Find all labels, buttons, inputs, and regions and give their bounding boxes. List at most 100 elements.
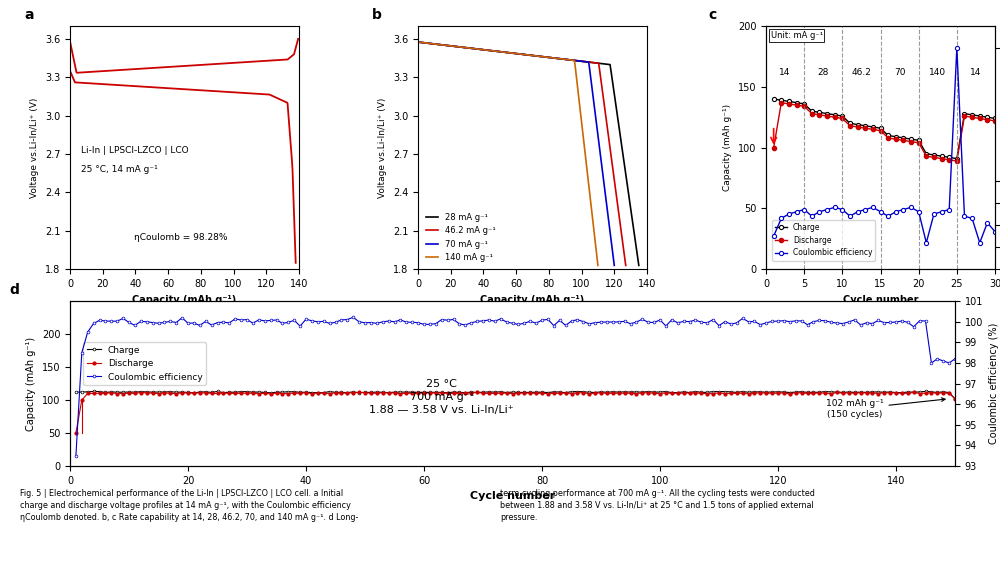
Coulombic efficiency xyxy=(936,208,948,215)
Discharge xyxy=(791,102,803,109)
Text: a: a xyxy=(24,8,34,22)
28 mA g⁻¹ xyxy=(572,57,584,64)
Coulombic efficiency xyxy=(775,215,787,222)
140 mA g⁻¹ xyxy=(525,52,537,59)
Coulombic efficiency xyxy=(981,219,993,226)
46.2 mA g⁻¹ xyxy=(563,56,575,63)
Charge xyxy=(867,123,879,130)
Legend: Charge, Discharge, Coulombic efficiency: Charge, Discharge, Coulombic efficiency xyxy=(83,342,206,385)
Legend: Charge, Discharge, Coulombic efficiency: Charge, Discharge, Coulombic efficiency xyxy=(772,220,875,261)
Discharge xyxy=(798,103,810,110)
Coulombic efficiency xyxy=(571,316,583,323)
Coulombic efficiency xyxy=(859,206,871,213)
Text: c: c xyxy=(709,8,717,22)
Text: 102 mAh g⁻¹
(150 cycles): 102 mAh g⁻¹ (150 cycles) xyxy=(826,398,945,419)
140 mA g⁻¹ xyxy=(543,54,555,61)
70 mA g⁻¹ xyxy=(535,53,547,60)
Charge xyxy=(768,96,780,102)
Coulombic efficiency xyxy=(913,208,925,215)
46.2 mA g⁻¹ xyxy=(562,56,574,63)
Charge xyxy=(920,388,932,395)
140 mA g⁻¹ xyxy=(471,46,483,53)
140 mA g⁻¹ xyxy=(592,262,604,269)
Coulombic efficiency xyxy=(966,215,978,222)
Text: 14: 14 xyxy=(970,68,982,76)
Charge xyxy=(897,134,909,141)
Charge xyxy=(783,98,795,105)
Coulombic efficiency xyxy=(920,239,932,246)
Coulombic efficiency xyxy=(536,317,548,324)
Text: 1.88 — 3.58 V vs. Li-In/Li⁺: 1.88 — 3.58 V vs. Li-In/Li⁺ xyxy=(369,405,514,415)
Coulombic efficiency xyxy=(951,45,963,52)
Charge xyxy=(796,389,808,395)
28 mA g⁻¹ xyxy=(484,47,496,54)
Y-axis label: Capacity (mAh g⁻¹): Capacity (mAh g⁻¹) xyxy=(723,104,732,191)
Coulombic efficiency xyxy=(905,204,917,211)
Discharge xyxy=(566,390,578,397)
28 mA g⁻¹ xyxy=(633,262,645,269)
Y-axis label: Capacity (mAh g⁻¹): Capacity (mAh g⁻¹) xyxy=(26,336,36,431)
Charge xyxy=(678,389,690,395)
Coulombic efficiency xyxy=(897,206,909,213)
46.2 mA g⁻¹ xyxy=(494,48,506,55)
Discharge xyxy=(928,154,940,161)
28 mA g⁻¹ xyxy=(439,42,451,49)
Coulombic efficiency xyxy=(844,212,856,219)
Charge xyxy=(905,135,917,142)
Charge xyxy=(943,154,955,161)
Y-axis label: Voltage vs.Li-In/Li⁺ (V): Voltage vs.Li-In/Li⁺ (V) xyxy=(378,97,387,198)
Charge xyxy=(958,110,970,117)
Coulombic efficiency xyxy=(852,208,864,215)
Coulombic efficiency xyxy=(943,206,955,213)
Text: 14: 14 xyxy=(779,68,791,76)
Discharge xyxy=(989,118,1000,124)
140 mA g⁻¹ xyxy=(542,54,554,61)
Discharge xyxy=(852,123,864,130)
Y-axis label: Coulombic efficiency (%): Coulombic efficiency (%) xyxy=(989,323,999,444)
Text: Li-In | LPSCI-LZCO | LCO: Li-In | LPSCI-LZCO | LCO xyxy=(81,145,189,155)
Coulombic efficiency xyxy=(806,212,818,219)
Text: term cycling performance at 700 mA g⁻¹. All the cycling tests were conducted
bet: term cycling performance at 700 mA g⁻¹. … xyxy=(500,489,815,522)
X-axis label: Cycle number: Cycle number xyxy=(470,492,555,501)
Line: 46.2 mA g⁻¹: 46.2 mA g⁻¹ xyxy=(418,42,626,265)
Charge xyxy=(791,99,803,106)
Charge xyxy=(936,153,948,160)
Discharge xyxy=(530,390,542,397)
28 mA g⁻¹ xyxy=(551,55,563,62)
Coulombic efficiency xyxy=(836,206,848,213)
Discharge xyxy=(783,100,795,107)
Coulombic efficiency xyxy=(70,452,82,459)
Coulombic efficiency xyxy=(890,208,902,215)
28 mA g⁻¹ xyxy=(571,57,583,64)
Charge xyxy=(859,122,871,129)
Discharge xyxy=(859,124,871,131)
Line: Discharge: Discharge xyxy=(772,101,997,163)
Coulombic efficiency xyxy=(928,211,940,218)
Charge xyxy=(806,108,818,115)
Y-axis label: Voltage vs.Li-In/Li⁺ (V): Voltage vs.Li-In/Li⁺ (V) xyxy=(30,97,39,198)
Line: 70 mA g⁻¹: 70 mA g⁻¹ xyxy=(418,42,614,265)
Discharge xyxy=(806,110,818,117)
Legend: 28 mA g⁻¹, 46.2 mA g⁻¹, 70 mA g⁻¹, 140 mA g⁻¹: 28 mA g⁻¹, 46.2 mA g⁻¹, 70 mA g⁻¹, 140 m… xyxy=(422,210,499,265)
Charge xyxy=(974,112,986,119)
Discharge xyxy=(981,116,993,123)
Discharge xyxy=(936,155,948,162)
X-axis label: Capacity (mAh g⁻¹): Capacity (mAh g⁻¹) xyxy=(132,295,237,305)
46.2 mA g⁻¹ xyxy=(480,46,492,53)
Coulombic efficiency xyxy=(989,228,1000,235)
X-axis label: Capacity (mAh g⁻¹): Capacity (mAh g⁻¹) xyxy=(480,295,585,305)
Charge xyxy=(920,151,932,157)
Charge xyxy=(852,121,864,128)
Line: Charge: Charge xyxy=(75,390,956,400)
Charge xyxy=(890,133,902,140)
Coulombic efficiency xyxy=(875,208,887,215)
Charge xyxy=(418,389,430,396)
Line: 140 mA g⁻¹: 140 mA g⁻¹ xyxy=(418,42,598,265)
Charge xyxy=(981,113,993,121)
140 mA g⁻¹ xyxy=(483,47,495,54)
Coulombic efficiency xyxy=(791,208,803,215)
28 mA g⁻¹ xyxy=(412,39,424,46)
Discharge xyxy=(796,390,808,397)
Discharge xyxy=(966,113,978,121)
46.2 mA g⁻¹ xyxy=(437,42,449,49)
